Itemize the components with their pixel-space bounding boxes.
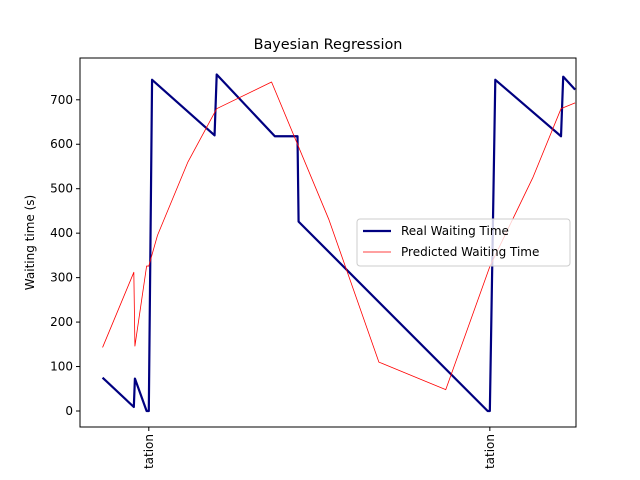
- x-tick-label: tation: [483, 434, 497, 469]
- y-tick-label: 700: [50, 93, 73, 107]
- legend-label: Real Waiting Time: [401, 224, 509, 238]
- y-tick-label: 200: [50, 315, 73, 329]
- legend-label: Predicted Waiting Time: [401, 245, 539, 259]
- x-tick-label: tation: [142, 434, 156, 469]
- y-axis-label: Waiting time (s): [23, 195, 37, 290]
- axes-frame: [79, 57, 577, 428]
- legend: Real Waiting Time Predicted Waiting Time: [356, 218, 571, 267]
- chart-title: Bayesian Regression: [254, 37, 403, 53]
- y-tick-label: 400: [50, 226, 73, 240]
- x-axis: tation tation: [142, 427, 497, 469]
- series-line-real-waiting-time: [101, 73, 576, 413]
- y-tick-label: 500: [50, 182, 73, 196]
- legend-box: [356, 218, 571, 267]
- y-tick-label: 100: [50, 360, 73, 374]
- y-tick-label: 300: [50, 271, 73, 285]
- y-tick-label: 0: [65, 404, 73, 418]
- y-axis: 0 100 200 300 400 500 600 700: [50, 93, 80, 418]
- y-tick-label: 600: [50, 137, 73, 151]
